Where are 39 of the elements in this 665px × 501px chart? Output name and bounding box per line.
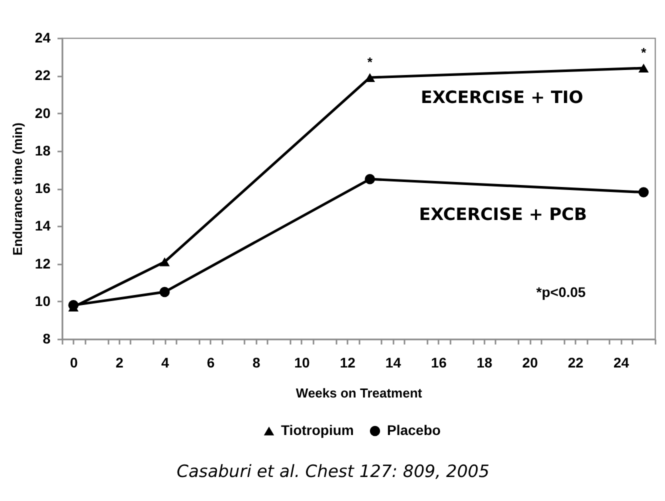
x-tick-label: 6	[206, 354, 215, 370]
annotation: EXCERCISE + PCB	[419, 205, 587, 225]
x-tick-label: 14	[385, 354, 402, 370]
legend-label: Tiotropium	[281, 422, 354, 438]
text: Casaburi et al. Chest 127: 809, 2005	[176, 462, 490, 482]
y-tick-label: 20	[34, 104, 51, 121]
legend-label: Placebo	[387, 422, 441, 438]
y-tick-label: 8	[42, 330, 51, 346]
y-tick-label: 24	[34, 30, 51, 46]
point	[364, 174, 376, 184]
y-tick-label: 22	[34, 67, 51, 84]
point	[160, 286, 170, 298]
x-tick-label: 10	[294, 354, 310, 370]
x-tick-label: 2	[116, 354, 124, 370]
y-tick-label: 18	[34, 142, 51, 158]
annotation: *	[367, 54, 374, 70]
y-axis-title: Endurance time (min)	[10, 122, 25, 256]
point	[68, 300, 79, 310]
point	[638, 187, 649, 198]
x-tick-label: 0	[70, 354, 78, 370]
x-tick-label: 8	[252, 354, 260, 370]
x-tick-label: 22	[568, 354, 584, 370]
x-tick-label: 24	[614, 354, 630, 370]
x-axis-title: Weeks on Treatment	[296, 386, 423, 400]
y-tick-label: 12	[34, 255, 51, 272]
annotation: *	[641, 45, 648, 60]
y-tick-label: 14	[34, 218, 51, 234]
y-tick-label: 16	[34, 180, 51, 196]
point	[160, 257, 170, 266]
x-tick-label: 20	[522, 354, 538, 370]
x-tick-label: 12	[340, 354, 356, 370]
point	[638, 64, 649, 73]
point	[364, 73, 376, 82]
x-tick-label: 16	[431, 354, 447, 370]
annotation: EXCERCISE + TIO	[420, 88, 584, 108]
x-tick-label: 18	[476, 354, 492, 370]
annotation: *p<0.05	[536, 284, 586, 300]
y-tick-label: 10	[34, 292, 51, 309]
x-tick-label: 4	[161, 354, 170, 370]
